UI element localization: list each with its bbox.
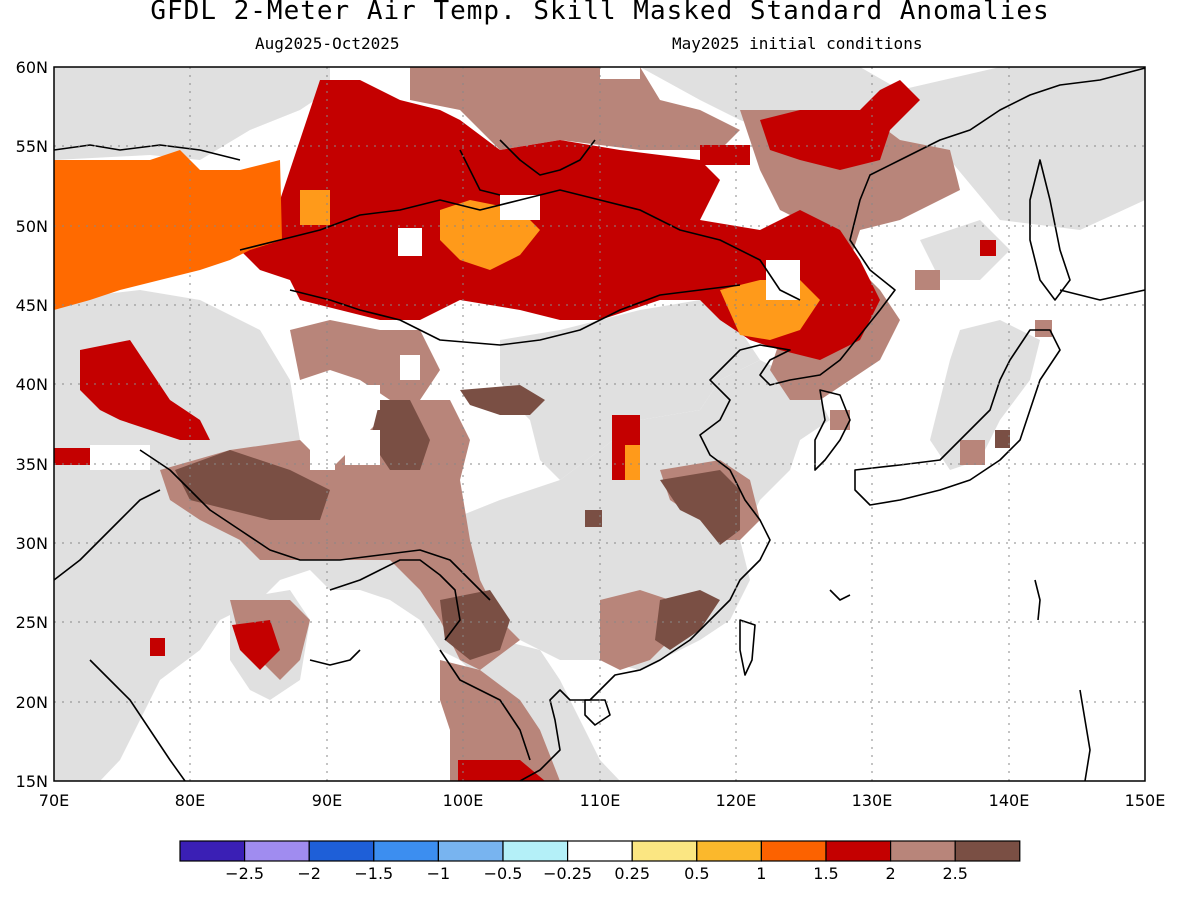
legend-swatch — [696, 840, 762, 862]
lat-label: 30N — [16, 534, 48, 553]
lon-label: 130E — [852, 791, 893, 810]
anomaly-field — [54, 67, 1145, 781]
legend-label: −2.5 — [225, 864, 264, 883]
lat-label: 60N — [16, 58, 48, 77]
latitude-labels: 15N 20N 25N 30N 35N 40N 45N 50N 55N 60N — [16, 58, 48, 791]
masked-holes — [90, 67, 800, 470]
legend-swatch — [889, 840, 956, 862]
legend-swatch — [631, 840, 698, 862]
plot-frame — [53, 66, 1146, 782]
lat-label: 25N — [16, 613, 48, 632]
legend-label: 2.5 — [942, 864, 967, 883]
lat-label: 35N — [16, 455, 48, 474]
initial-conditions: May2025 initial conditions — [672, 34, 923, 53]
legend-swatch — [373, 840, 439, 862]
legend-swatch — [954, 840, 1021, 862]
lat-label: 45N — [16, 296, 48, 315]
legend-swatch — [825, 840, 892, 862]
legend-label: −0.5 — [484, 864, 523, 883]
legend-label: −0.25 — [543, 864, 592, 883]
legend-swatch — [502, 840, 569, 862]
lat-label: 15N — [16, 772, 48, 791]
lon-label: 80E — [175, 791, 205, 810]
legend-label: 0.25 — [614, 864, 650, 883]
legend-label: 2 — [886, 864, 896, 883]
lat-label: 55N — [16, 137, 48, 156]
legend-label: 1.5 — [813, 864, 838, 883]
color-legend: −2.5 −2 −1.5 −1 −0.5 −0.25 0.25 0.5 1 1.5 2 2.5 — [179, 840, 1021, 883]
legend-swatch — [179, 840, 246, 862]
legend-label: −1 — [427, 864, 451, 883]
graticule — [54, 67, 1145, 781]
legend-swatch — [760, 840, 827, 862]
lon-label: 100E — [443, 791, 484, 810]
lat-label: 20N — [16, 693, 48, 712]
lon-label: 90E — [312, 791, 342, 810]
forecast-period: Aug2025-Oct2025 — [255, 34, 400, 53]
lon-label: 70E — [39, 791, 69, 810]
figure-title: GFDL 2-Meter Air Temp. Skill Masked Stan… — [150, 0, 1050, 26]
coastlines — [54, 67, 1145, 781]
lat-label: 50N — [16, 217, 48, 236]
legend-label: 1 — [756, 864, 766, 883]
lon-label: 120E — [716, 791, 757, 810]
legend-swatch — [244, 840, 310, 862]
longitude-labels: 70E 80E 90E 100E 110E 120E 130E 140E 150… — [39, 791, 1166, 810]
legend-swatch — [566, 840, 633, 862]
lat-label: 40N — [16, 375, 48, 394]
legend-label: −2 — [297, 864, 321, 883]
lon-label: 150E — [1125, 791, 1166, 810]
legend-swatch — [308, 840, 375, 862]
legend-label: 0.5 — [684, 864, 709, 883]
orange-shading — [54, 150, 282, 310]
lon-label: 140E — [989, 791, 1030, 810]
legend-swatch — [437, 840, 504, 862]
lon-label: 110E — [580, 791, 621, 810]
legend-label: −1.5 — [354, 864, 393, 883]
